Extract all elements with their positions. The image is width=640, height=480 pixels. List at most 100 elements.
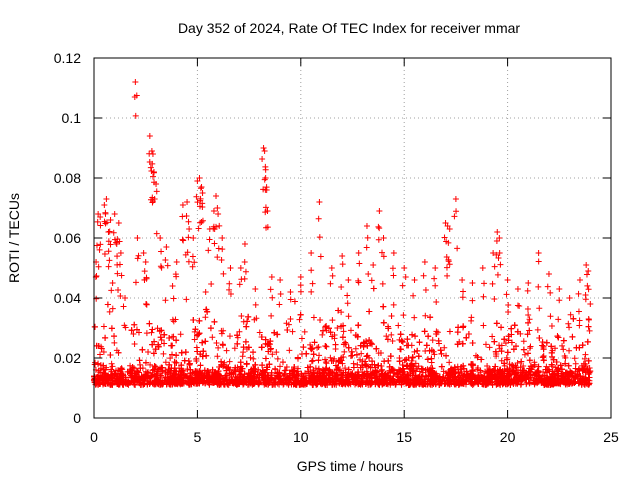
data-point — [518, 358, 525, 365]
data-point — [566, 347, 573, 354]
data-point — [248, 366, 255, 373]
data-point — [111, 333, 118, 340]
data-point — [358, 350, 365, 357]
data-point — [403, 356, 410, 363]
data-point — [523, 379, 530, 386]
data-point — [347, 353, 354, 360]
data-point — [557, 362, 564, 369]
data-point — [572, 365, 579, 372]
data-point — [284, 327, 291, 334]
data-point — [428, 347, 435, 354]
data-point — [550, 356, 557, 363]
data-point — [558, 366, 565, 373]
data-point — [149, 326, 156, 333]
data-point — [256, 329, 263, 336]
data-point — [170, 379, 177, 386]
data-point — [268, 375, 275, 382]
data-point — [506, 361, 513, 368]
data-point — [148, 372, 155, 379]
data-point — [504, 356, 511, 363]
data-point — [237, 359, 244, 366]
data-point — [403, 363, 410, 370]
data-point — [191, 328, 198, 335]
data-point — [354, 333, 361, 340]
data-point — [460, 365, 467, 372]
data-point — [489, 333, 496, 340]
data-point — [475, 372, 482, 379]
data-point — [498, 342, 505, 349]
data-point — [498, 324, 505, 331]
data-point — [161, 340, 168, 347]
data-point — [548, 343, 555, 350]
data-point — [192, 370, 199, 377]
data-point — [115, 380, 122, 387]
data-point — [142, 368, 149, 375]
data-point — [242, 338, 249, 345]
data-point — [192, 326, 199, 333]
data-point — [498, 373, 505, 380]
data-point — [98, 345, 105, 352]
data-point — [367, 364, 374, 371]
data-point — [409, 372, 416, 379]
data-point — [425, 333, 432, 340]
data-point — [498, 348, 505, 355]
data-point — [479, 375, 486, 382]
data-point — [586, 327, 593, 334]
data-point — [433, 331, 440, 338]
data-point — [334, 324, 341, 331]
data-point — [108, 366, 115, 373]
data-point — [401, 357, 408, 364]
data-point — [301, 328, 308, 335]
data-point — [133, 378, 140, 385]
data-point — [195, 331, 202, 338]
data-point — [341, 348, 348, 355]
data-point — [542, 366, 549, 373]
data-point — [431, 351, 438, 358]
data-point — [427, 314, 434, 321]
data-point — [162, 359, 169, 366]
data-point — [385, 325, 392, 332]
data-point — [102, 334, 109, 341]
data-point — [291, 298, 298, 305]
data-point — [526, 316, 533, 323]
data-point — [215, 344, 222, 351]
data-point — [157, 334, 164, 341]
data-point — [339, 360, 346, 367]
data-point — [389, 376, 396, 383]
data-point — [187, 366, 194, 373]
data-point — [128, 378, 135, 385]
data-point — [146, 320, 153, 327]
data-point — [438, 363, 445, 370]
data-point — [178, 349, 185, 356]
data-point — [433, 374, 440, 381]
data-point — [308, 346, 315, 353]
data-point — [240, 344, 247, 351]
chart-title: Day 352 of 2024, Rate Of TEC Index for r… — [178, 20, 520, 36]
data-point — [468, 361, 475, 368]
data-point — [446, 359, 453, 366]
data-point — [389, 375, 396, 382]
data-point — [315, 357, 322, 364]
data-point — [418, 365, 425, 372]
data-point — [477, 367, 484, 374]
data-point — [353, 351, 360, 358]
data-point — [469, 340, 476, 347]
data-point — [338, 357, 345, 364]
data-point — [135, 369, 142, 376]
data-point — [322, 356, 329, 363]
data-point — [159, 364, 166, 371]
data-point — [558, 370, 565, 377]
data-point — [307, 341, 314, 348]
data-point — [526, 327, 533, 334]
data-point — [467, 370, 474, 377]
data-point — [474, 354, 481, 361]
data-point — [380, 303, 387, 310]
data-point — [149, 341, 156, 348]
data-point — [245, 313, 252, 320]
data-point — [412, 372, 419, 379]
data-point — [369, 371, 376, 378]
data-point — [184, 366, 191, 373]
data-point — [573, 373, 580, 380]
data-point — [166, 361, 173, 368]
data-point — [193, 355, 200, 362]
